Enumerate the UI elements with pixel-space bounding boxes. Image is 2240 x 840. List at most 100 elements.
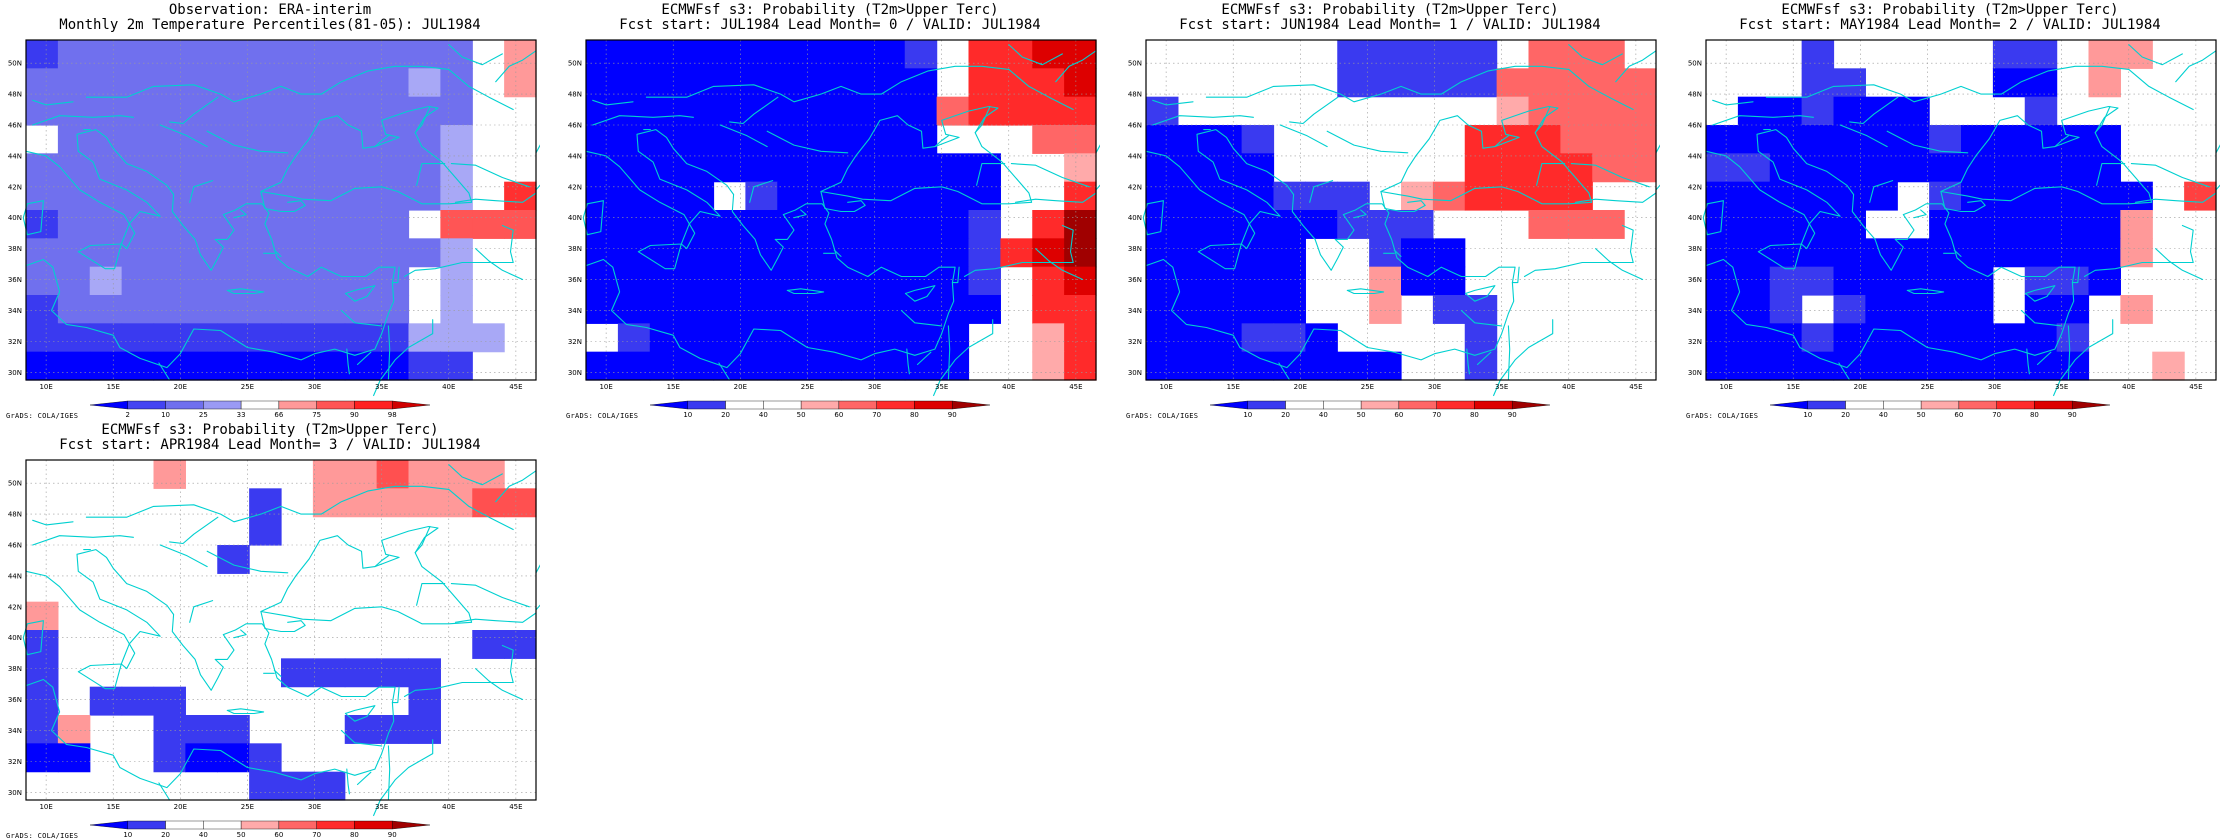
grid-cell	[249, 743, 282, 773]
grid-cell	[1064, 153, 1097, 183]
grid-cell	[217, 238, 250, 268]
grid-cell	[649, 295, 683, 324]
grid-cell	[344, 488, 378, 518]
grid-cell	[153, 351, 186, 381]
lon-tick-label: 20E	[1294, 383, 1307, 391]
grid-cell	[504, 68, 537, 98]
grid-cell	[153, 40, 186, 69]
grid-cell	[1528, 181, 1561, 211]
grid-cell	[1273, 351, 1306, 381]
coastline	[1380, 105, 1593, 205]
coastline	[2071, 266, 2080, 284]
panel-lead-1: ECMWFsf s3: Probability (T2m>Upper Terc)…	[1120, 0, 1660, 420]
grid-cell	[1706, 125, 1739, 154]
grid-cell	[904, 351, 938, 381]
grid-cell	[57, 743, 91, 773]
panel-lead-2: ECMWFsf s3: Probability (T2m>Upper Terc)…	[1680, 0, 2220, 420]
coastlines	[582, 44, 1100, 397]
grid-cell	[89, 96, 123, 126]
grid-cell	[1528, 125, 1561, 154]
grid-cell	[1000, 68, 1033, 98]
coastline	[1197, 243, 1242, 270]
grid-cell	[408, 40, 441, 69]
lon-tick-label: 35E	[2055, 383, 2068, 391]
grid-cell	[217, 715, 250, 744]
grid-cell	[1146, 181, 1179, 211]
grid-cell	[249, 40, 282, 69]
lat-tick-label: 46N	[1128, 122, 1142, 130]
grid-cell	[1929, 295, 1962, 324]
colorbar-label: 2	[126, 411, 130, 419]
grid-cell	[1769, 266, 1803, 296]
grid-cell	[57, 40, 91, 69]
grid-cell	[1528, 68, 1561, 98]
grid-cell	[1337, 210, 1370, 239]
lat-tick-label: 42N	[1688, 183, 1702, 191]
grid-cell	[1992, 40, 2026, 69]
grid-cell	[153, 181, 186, 211]
grid-cell	[2024, 323, 2058, 353]
grid-cell	[185, 181, 218, 211]
grid-cell	[586, 181, 619, 211]
grid-cell	[26, 266, 59, 296]
grid-cell	[649, 266, 683, 296]
grid-cell	[217, 266, 250, 296]
grid-cell	[153, 460, 186, 489]
grid-cell	[872, 351, 906, 381]
grid-cell	[1401, 40, 1434, 69]
grid-cell	[1064, 351, 1097, 381]
grid-cell	[1241, 266, 1275, 296]
grid-cell	[1209, 210, 1243, 239]
grid-cell	[809, 181, 842, 211]
grid-cell	[872, 96, 906, 126]
grid-cell	[1897, 266, 1930, 296]
grid-cell	[1369, 351, 1402, 381]
grid-cell	[121, 323, 155, 353]
colorbar-swatch	[952, 400, 991, 410]
colorbar-swatch	[914, 400, 953, 410]
panel-title: ECMWFsf s3: Probability (T2m>Upper Terc)	[1781, 2, 2119, 18]
lat-tick-label: 48N	[8, 511, 22, 519]
coastline	[448, 44, 503, 66]
grid-cell	[1064, 68, 1097, 98]
grid-cell	[26, 68, 59, 98]
grid-cell	[440, 125, 473, 154]
coastlines	[1142, 44, 1660, 397]
coastline	[346, 348, 350, 375]
grid-cell	[745, 153, 778, 183]
coastline	[2067, 325, 2071, 381]
grid-cell	[57, 153, 91, 183]
coastline	[916, 351, 932, 366]
grid-cell	[249, 323, 282, 353]
coastline	[820, 190, 866, 213]
grid-cell	[2024, 266, 2058, 296]
grid-cell	[713, 295, 746, 324]
grid-cell	[1432, 40, 1466, 69]
coastline	[32, 99, 74, 106]
grid-cell	[2120, 40, 2153, 69]
coastlines	[1702, 44, 2220, 397]
grid-cell	[1064, 295, 1097, 324]
colorbar-label: 80	[2030, 411, 2039, 419]
grid-cell	[872, 266, 906, 296]
lat-tick-label: 36N	[8, 696, 22, 704]
grid-cell	[1146, 153, 1179, 183]
grid-cell	[681, 125, 715, 154]
grid-cell	[2024, 125, 2058, 154]
grid-cell	[1209, 153, 1243, 183]
grid-cell	[312, 153, 346, 183]
colorbar-label: 60	[834, 411, 843, 419]
grid-cell	[586, 153, 619, 183]
grid-cell	[1737, 238, 1771, 268]
grid-cell	[1706, 238, 1739, 268]
grid-cell	[217, 295, 250, 324]
grid-cell	[1706, 351, 1739, 381]
coastline	[2130, 163, 2210, 188]
coastline	[585, 129, 956, 369]
grid-cell	[312, 238, 346, 268]
grid-cell	[1528, 210, 1561, 239]
grid-cell	[281, 238, 314, 268]
grid-cell	[968, 295, 1001, 324]
grid-cell	[745, 68, 778, 98]
coastline	[169, 96, 219, 125]
